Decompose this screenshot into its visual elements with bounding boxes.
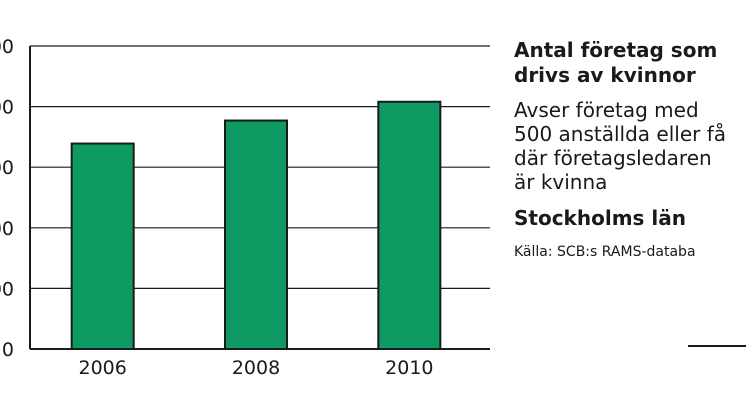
y-tick-label: 00 (0, 157, 14, 179)
y-tick-label: 00 (0, 36, 14, 58)
y-tick-label: 00 (0, 278, 14, 300)
y-tick-label: 0 (2, 339, 14, 361)
bar-2008 (224, 119, 288, 351)
bar-2010 (377, 100, 442, 350)
y-tick-label: 00 (0, 97, 14, 119)
bar-2006 (70, 142, 135, 350)
panel-description-line: 500 anställda eller få (514, 122, 727, 146)
info-panel: Antal företag som drivs av kvinnor Avser… (514, 38, 746, 261)
panel-title-line: drivs av kvinnor (514, 63, 696, 87)
panel-description-line: Avser företag med (514, 98, 699, 122)
x-tick-label: 2006 (78, 357, 126, 379)
panel-title: Antal företag som drivs av kvinnor (514, 38, 746, 88)
x-tick-label: 2010 (385, 357, 433, 379)
panel-description-line: är kvinna (514, 170, 608, 194)
panel-source: Källa: SCB:s RAMS-databa (514, 244, 696, 260)
panel-description-line: där företagsledaren (514, 146, 712, 170)
panel-region: Stockholms län (514, 206, 686, 230)
panel-description: Avser företag med 500 anställda eller få… (514, 98, 746, 194)
x-tick-labels: 2006 2008 2010 (78, 357, 433, 379)
panel-rule (688, 345, 746, 347)
x-tick-label: 2008 (232, 357, 280, 379)
bars (70, 100, 442, 351)
y-tick-labels: 00000000000 (0, 36, 14, 361)
panel-title-line: Antal företag som (514, 38, 718, 62)
y-tick-label: 00 (0, 218, 14, 240)
